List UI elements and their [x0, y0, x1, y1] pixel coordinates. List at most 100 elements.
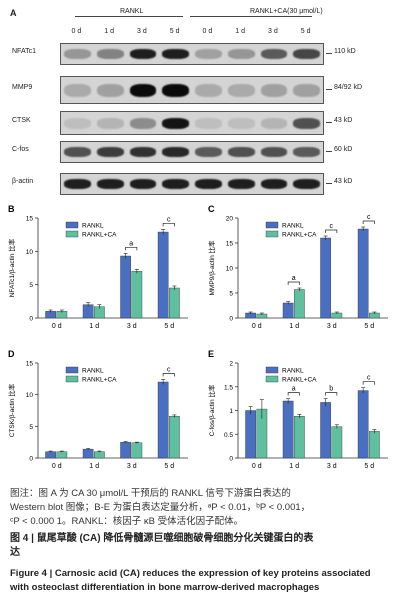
- figure-note-line3: ᶜP < 0.000 1。RANKL：核因子 κB 受体活化因子配体。: [10, 516, 244, 527]
- y-axis-label: CTSK/β-actin 比率: [7, 383, 16, 437]
- bar-rankl-ca: [131, 271, 143, 319]
- wb-lane-label: 0 d: [202, 28, 213, 35]
- bar-rankl: [120, 255, 131, 319]
- panel-letter: C: [208, 204, 215, 214]
- wb-protein-name: NFATc1: [12, 48, 36, 55]
- legend-swatch: [65, 366, 79, 374]
- y-tick-label: 0: [229, 316, 233, 323]
- wb-band: [227, 49, 255, 59]
- legend-swatch: [65, 230, 79, 238]
- wb-group-rankl: RANKL: [120, 8, 144, 15]
- y-tick-label: 0: [229, 456, 233, 463]
- bar-rankl-ca: [94, 451, 105, 459]
- wb-blot-strip: [60, 173, 324, 195]
- panel-letter: B: [8, 204, 15, 214]
- significance-bracket: [162, 222, 175, 227]
- wb-protein-name: C-fos: [12, 146, 29, 153]
- bar-rankl-ca: [131, 442, 143, 459]
- legend-label: RANKL+CA: [282, 377, 317, 384]
- wb-band: [129, 147, 157, 157]
- wb-blot-strip: [60, 141, 324, 163]
- wb-band: [227, 147, 255, 157]
- y-tick-label: 5: [29, 282, 33, 289]
- wb-band: [293, 179, 320, 189]
- x-tick-label: 1 d: [89, 323, 99, 330]
- wb-band: [129, 179, 157, 189]
- x-tick-label: 3 d: [327, 323, 337, 330]
- legend-label: RANKL: [82, 368, 104, 375]
- bar-rankl: [357, 390, 369, 459]
- wb-size-label: 43 kD: [334, 117, 353, 124]
- wb-band: [129, 117, 157, 129]
- bar-rankl: [157, 231, 169, 319]
- wb-lane-label: 5 d: [169, 28, 180, 35]
- wb-lane-label: 0 d: [71, 28, 82, 35]
- figure-note-line2: Western blot 图像；B-E 为蛋白表达定量分析，ᵃP < 0.01，…: [10, 502, 311, 513]
- y-tick-label: 5: [29, 424, 33, 431]
- y-tick-label: 10: [26, 392, 34, 399]
- wb-band: [162, 83, 189, 97]
- x-tick-label: 5 d: [164, 323, 174, 330]
- wb-band: [260, 83, 288, 97]
- wb-band: [64, 83, 91, 97]
- wb-lane-label: 3 d: [268, 28, 278, 35]
- x-tick-label: 5 d: [164, 463, 174, 470]
- wb-band: [195, 83, 222, 97]
- panel-letter: D: [8, 349, 15, 359]
- x-tick-label: 0 d: [52, 463, 62, 470]
- x-tick-label: 1 d: [289, 323, 299, 330]
- bar-rankl-ca: [56, 451, 68, 459]
- bar-rankl-ca: [294, 415, 305, 459]
- wb-lane-label: 5 d: [300, 28, 311, 35]
- significance-label: c: [330, 223, 334, 230]
- wb-band: [96, 179, 124, 189]
- significance-label: c: [167, 216, 171, 223]
- wb-band: [260, 179, 288, 189]
- wb-protein-name: CTSK: [12, 117, 31, 124]
- bar-rankl: [245, 410, 256, 459]
- x-tick-label: 0 d: [52, 323, 62, 330]
- y-tick-label: 15: [226, 241, 234, 248]
- significance-bracket: [325, 392, 338, 396]
- bar-rankl-ca: [369, 431, 380, 459]
- wb-blot-strip: [60, 43, 324, 65]
- significance-label: a: [129, 240, 133, 247]
- significance-bracket: [362, 381, 375, 385]
- wb-band: [96, 83, 124, 97]
- significance-bracket: [162, 373, 175, 377]
- y-tick-label: 0: [29, 456, 33, 463]
- legend-label: RANKL: [282, 368, 304, 375]
- figure-title-cn-line1: 图 4 | 鼠尾草酸 (CA) 降低骨髓源巨噬细胞破骨细胞分化关键蛋白的表: [10, 533, 314, 544]
- significance-label: c: [167, 366, 171, 373]
- wb-band: [195, 49, 222, 59]
- wb-band: [293, 83, 320, 97]
- wb-band: [293, 117, 320, 129]
- wb-blot-strip: [60, 111, 324, 135]
- legend-swatch: [65, 221, 79, 229]
- panel-letter: E: [208, 349, 214, 359]
- wb-size-label: 84/92 kD: [334, 84, 363, 91]
- wb-size-label: 43 kD: [334, 178, 353, 185]
- legend-label: RANKL: [82, 223, 104, 230]
- bar-rankl: [320, 402, 331, 459]
- x-tick-label: 3 d: [127, 323, 137, 330]
- wb-group-divider-right: [190, 16, 312, 17]
- figure-title-en-line2: with osteoclast differentiation in bone …: [10, 582, 320, 593]
- significance-bracket: [287, 281, 300, 285]
- y-tick-label: 0.5: [224, 432, 233, 439]
- wb-band: [195, 117, 222, 129]
- wb-band: [260, 117, 288, 129]
- wb-band: [260, 147, 288, 157]
- figure-note-line1: 图注：图 A 为 CA 30 μmol/L 干预后的 RANKL 信号下游蛋白表…: [10, 488, 291, 499]
- wb-band: [293, 147, 320, 157]
- legend-swatch: [65, 375, 79, 383]
- y-tick-label: 15: [26, 216, 34, 223]
- bar-rankl-ca: [169, 287, 180, 319]
- wb-size-marker: [326, 183, 332, 184]
- significance-label: b: [329, 386, 333, 393]
- legend-swatch: [265, 230, 279, 238]
- wb-lane-label: 3 d: [137, 28, 147, 35]
- x-tick-label: 5 d: [364, 463, 374, 470]
- wb-band: [129, 83, 157, 97]
- wb-band: [227, 179, 255, 189]
